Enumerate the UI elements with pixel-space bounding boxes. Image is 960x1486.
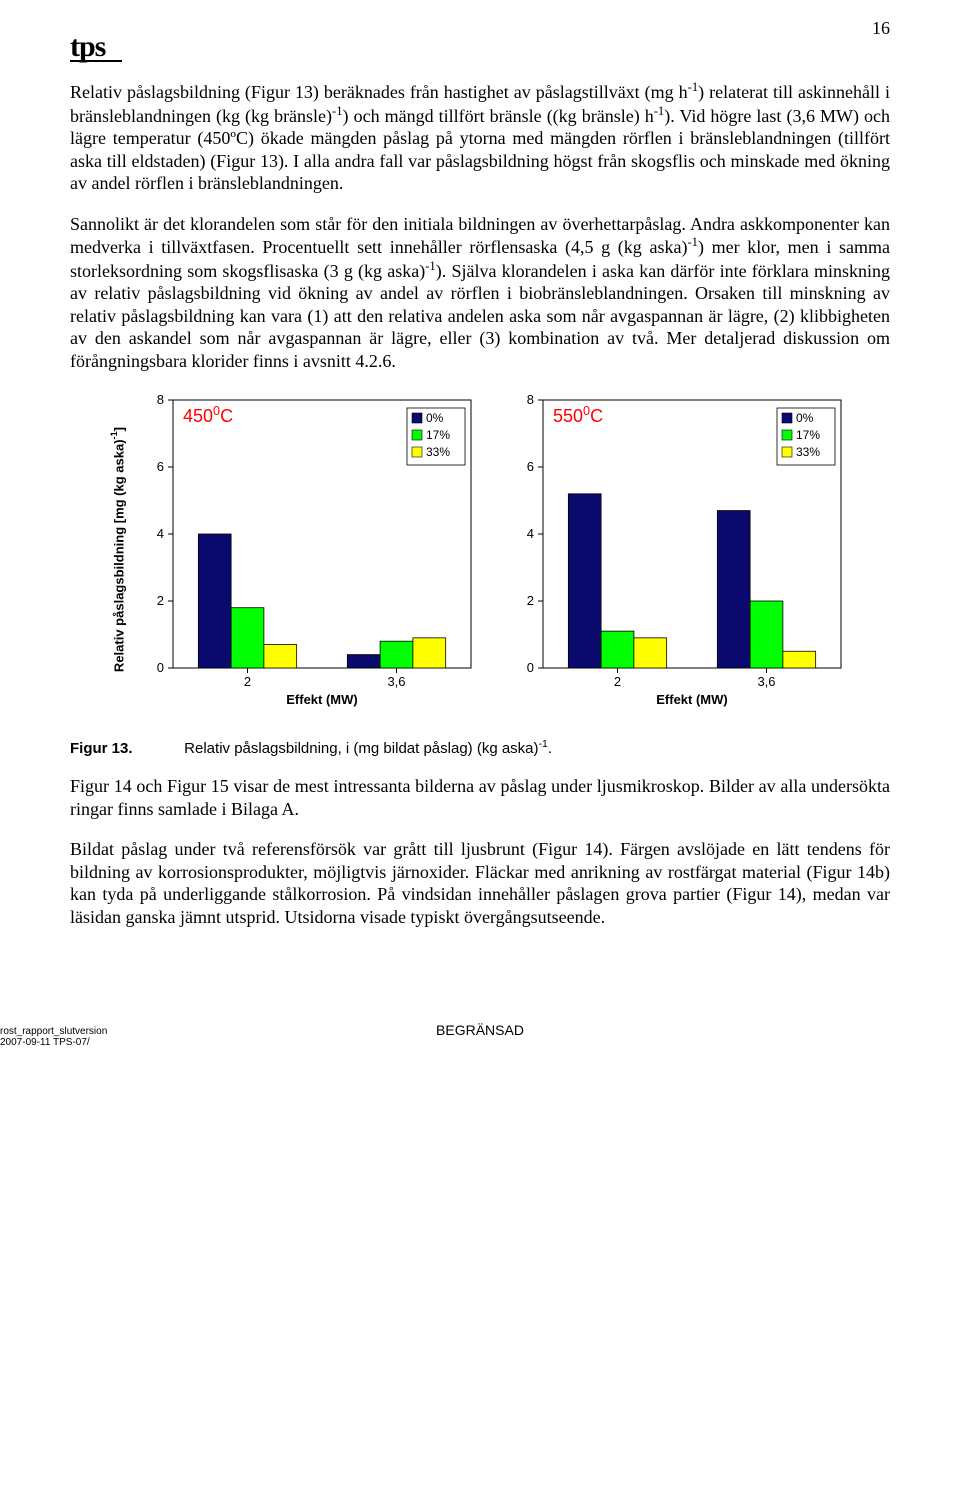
svg-text:0%: 0%: [426, 411, 444, 425]
svg-text:0: 0: [526, 660, 533, 675]
svg-text:2: 2: [614, 674, 621, 689]
paragraph-3: Figur 14 och Figur 15 visar de mest intr…: [70, 775, 890, 820]
svg-text:6: 6: [526, 459, 533, 474]
svg-text:Effekt (MW): Effekt (MW): [286, 692, 358, 707]
svg-text:33%: 33%: [426, 445, 450, 459]
paragraph-2: Sannolikt är det klorandelen som står fö…: [70, 213, 890, 373]
svg-text:4: 4: [156, 526, 163, 541]
svg-text:2: 2: [156, 593, 163, 608]
footer: rost_rapport_slutversion 2007-09-11 TPS-…: [70, 1008, 890, 1048]
charts-row: Relativ påslagsbildning [mg (kg aska)-1]…: [70, 390, 890, 710]
paragraph-1: Relativ påslagsbildning (Figur 13) beräk…: [70, 80, 890, 195]
svg-text:0: 0: [156, 660, 163, 675]
svg-text:0%: 0%: [796, 411, 814, 425]
svg-text:6: 6: [156, 459, 163, 474]
svg-text:3,6: 3,6: [757, 674, 775, 689]
figure-caption-text: Relativ påslagsbildning, i (mg bildat på…: [184, 740, 552, 757]
svg-text:2: 2: [244, 674, 251, 689]
figure-number: Figur 13.: [70, 740, 180, 757]
chart-450c: 024684500C0%17%33%23,6Effekt (MW): [131, 390, 481, 710]
svg-text:8: 8: [526, 392, 533, 407]
svg-text:3,6: 3,6: [387, 674, 405, 689]
svg-text:17%: 17%: [796, 428, 820, 442]
footer-left-line1: rost_rapport_slutversion: [0, 1026, 107, 1037]
chart-right-wrap: 024685500C0%17%33%23,6Effekt (MW): [501, 390, 851, 710]
page-number: 16: [872, 18, 890, 39]
svg-text:Effekt (MW): Effekt (MW): [656, 692, 728, 707]
footer-left: rost_rapport_slutversion 2007-09-11 TPS-…: [0, 1026, 107, 1048]
footer-center: BEGRÄNSAD: [436, 1022, 524, 1038]
svg-text:4: 4: [526, 526, 533, 541]
figure-caption: Figur 13. Relativ påslagsbildning, i (mg…: [70, 738, 890, 757]
svg-text:8: 8: [156, 392, 163, 407]
chart-550c: 024685500C0%17%33%23,6Effekt (MW): [501, 390, 851, 710]
paragraph-4: Bildat påslag under två referensförsök v…: [70, 838, 890, 928]
svg-text:2: 2: [526, 593, 533, 608]
logo: tps: [70, 30, 122, 62]
footer-left-line2: 2007-09-11 TPS-07/: [0, 1037, 107, 1048]
page: tps 16 Relativ påslagsbildning (Figur 13…: [0, 0, 960, 1068]
svg-text:17%: 17%: [426, 428, 450, 442]
y-axis-label: Relativ påslagsbildning [mg (kg aska)-1]: [109, 427, 126, 672]
logo-text: tps: [70, 30, 105, 63]
chart-left-wrap: Relativ påslagsbildning [mg (kg aska)-1]…: [109, 390, 480, 710]
svg-text:33%: 33%: [796, 445, 820, 459]
